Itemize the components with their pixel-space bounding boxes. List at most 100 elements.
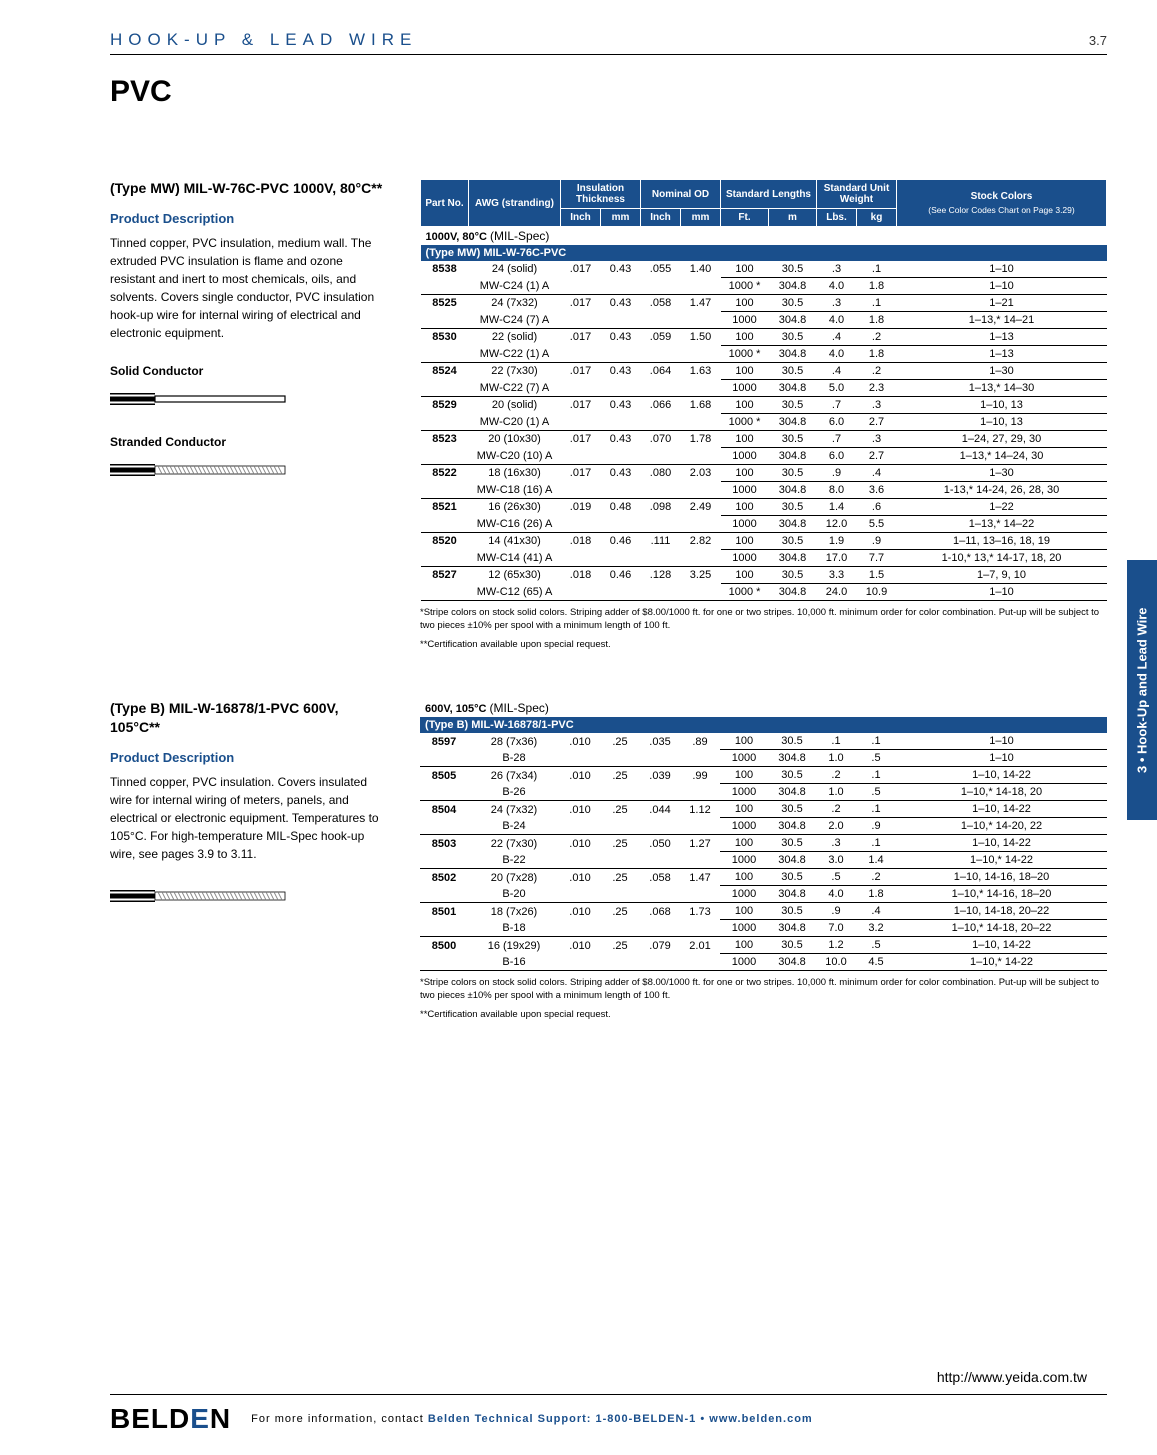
th-nominal-od: Nominal OD: [641, 180, 721, 209]
logo-mid: E: [190, 1403, 210, 1434]
th-stock-sub: (See Color Codes Chart on Page 3.29): [901, 205, 1102, 215]
wt-lbs: 17.0: [817, 550, 857, 567]
len-ft: 1000: [721, 380, 769, 397]
insul-in: .010: [560, 937, 600, 954]
len-m: 304.8: [768, 784, 816, 801]
awg: 20 (10x30): [469, 431, 561, 448]
part-no: 8524: [421, 363, 469, 380]
table-row: MW-C20 (1) A1000 *304.86.02.71–10, 13: [421, 414, 1107, 431]
len-ft: 100: [720, 733, 768, 750]
len-m: 304.8: [769, 346, 817, 363]
insul-mm: 0.43: [601, 261, 641, 278]
th-mm-1: mm: [601, 209, 641, 227]
awg: 18 (7x26): [468, 903, 560, 920]
table-row: MW-C16 (26) A1000304.812.05.51–13,* 14–2…: [421, 516, 1107, 533]
wt-lbs: 4.0: [817, 278, 857, 295]
wt-lbs: 5.0: [817, 380, 857, 397]
nom-mm: 1.47: [680, 869, 720, 886]
len-m: 304.8: [769, 278, 817, 295]
type-banner: (Type B) MIL-W-16878/1-PVC: [420, 717, 1107, 733]
logo-pre: BELD: [110, 1403, 190, 1434]
solid-conductor-label: Solid Conductor: [110, 364, 390, 378]
part-no: 8520: [421, 533, 469, 550]
awg: 24 (7x32): [468, 801, 560, 818]
len-m: 304.8: [768, 852, 816, 869]
wt-lbs: .9: [816, 903, 856, 920]
table-row: 850220 (7x28).010.25.0581.4710030.5.5.21…: [420, 869, 1107, 886]
insul-mm: .25: [600, 835, 640, 852]
insul-in: .017: [561, 431, 601, 448]
nom-in: .079: [640, 937, 680, 954]
wt-kg: 1.4: [856, 852, 896, 869]
wt-lbs: .3: [816, 835, 856, 852]
awg: 24 (7x32): [469, 295, 561, 312]
len-ft: 100: [721, 363, 769, 380]
th-m: m: [769, 209, 817, 227]
section1-pd-heading: Product Description: [110, 211, 390, 226]
len-ft: 100: [721, 261, 769, 278]
th-std-lengths: Standard Lengths: [721, 180, 817, 209]
len-m: 30.5: [769, 261, 817, 278]
footer-phone: 1-800-BELDEN-1: [595, 1413, 696, 1425]
wt-kg: .5: [856, 784, 896, 801]
section2-footnote-2: **Certification available upon special r…: [420, 1009, 1107, 1022]
nom-in: .068: [640, 903, 680, 920]
table-row: B-281000304.81.0.51–10: [420, 750, 1107, 767]
len-ft: 100: [721, 533, 769, 550]
wt-kg: .1: [857, 295, 897, 312]
th-std-weight: Standard Unit Weight: [817, 180, 897, 209]
stock-colors: 1–22: [897, 499, 1107, 516]
stock-colors: 1–11, 13–16, 18, 19: [897, 533, 1107, 550]
len-ft: 1000: [721, 516, 769, 533]
len-ft: 100: [720, 835, 768, 852]
wt-kg: .5: [856, 750, 896, 767]
len-ft: 1000: [721, 448, 769, 465]
len-m: 304.8: [768, 818, 816, 835]
awg: 26 (7x34): [468, 767, 560, 784]
stock-colors: 1–10, 13: [897, 414, 1107, 431]
table-row: 852422 (7x30).0170.43.0641.6310030.5.4.2…: [421, 363, 1107, 380]
mil-spec: B-28: [468, 750, 560, 767]
table-row: MW-C12 (65) A1000 *304.824.010.91–10: [421, 584, 1107, 601]
insul-in: .017: [561, 295, 601, 312]
len-m: 30.5: [769, 567, 817, 584]
table-row: B-241000304.82.0.91–10,* 14-20, 22: [420, 818, 1107, 835]
mil-spec: MW-C18 (16) A: [469, 482, 561, 499]
len-m: 30.5: [768, 937, 816, 954]
stranded-conductor-label: Stranded Conductor: [110, 435, 390, 449]
nom-mm: 1.27: [680, 835, 720, 852]
stock-colors: 1–10, 13: [897, 397, 1107, 414]
nom-in: .050: [640, 835, 680, 852]
nom-mm: 1.50: [681, 329, 721, 346]
len-m: 304.8: [768, 750, 816, 767]
awg: 22 (7x30): [468, 835, 560, 852]
table-row: MW-C22 (1) A1000 *304.84.01.81–13: [421, 346, 1107, 363]
insul-in: .010: [560, 869, 600, 886]
insul-in: .010: [560, 733, 600, 750]
table-row: 853022 (solid).0170.43.0591.5010030.5.4.…: [421, 329, 1107, 346]
nom-in: .058: [640, 869, 680, 886]
len-m: 30.5: [768, 835, 816, 852]
len-ft: 100: [720, 937, 768, 954]
len-m: 304.8: [769, 516, 817, 533]
solid-conductor-diagram: [110, 388, 390, 415]
mil-spec: MW-C20 (1) A: [469, 414, 561, 431]
insul-in: .017: [561, 261, 601, 278]
table-row: 852320 (10x30).0170.43.0701.7810030.5.7.…: [421, 431, 1107, 448]
insul-in: .017: [561, 363, 601, 380]
part-no: 8521: [421, 499, 469, 516]
len-m: 30.5: [769, 533, 817, 550]
stock-colors: 1–24, 27, 29, 30: [897, 431, 1107, 448]
nom-in: .035: [640, 733, 680, 750]
stock-colors: 1–10: [897, 278, 1107, 295]
footer-mid: Belden Technical Support:: [428, 1413, 596, 1425]
part-no: 8525: [421, 295, 469, 312]
stock-colors: 1–10,* 14-18, 20–22: [896, 920, 1107, 937]
insul-in: .010: [560, 767, 600, 784]
wt-lbs: 1.0: [816, 750, 856, 767]
mil-spec: B-18: [468, 920, 560, 937]
awg: 20 (7x28): [468, 869, 560, 886]
wt-lbs: .2: [816, 767, 856, 784]
nom-in: .080: [641, 465, 681, 482]
table-row: 852116 (26x30).0190.48.0982.4910030.51.4…: [421, 499, 1107, 516]
